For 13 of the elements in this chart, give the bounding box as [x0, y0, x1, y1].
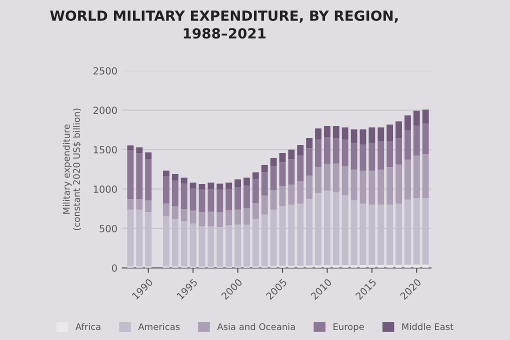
legend-label: Africa	[75, 323, 100, 330]
legend-label: Americas	[138, 323, 180, 330]
y-tick-label: 2500	[94, 67, 117, 75]
y-axis-title: Military expenditure (constant 2020 US$ billion)	[62, 108, 82, 230]
y-tick-label: 500	[100, 224, 117, 232]
y-tick-label: 0	[112, 264, 117, 272]
y-tick-label: 2000	[94, 106, 117, 114]
legend-label: Asia and Oceania	[217, 323, 295, 330]
chart-title: WORLD MILITARY EXPENDITURE, BY REGION, 1988–2021	[50, 10, 398, 39]
y-tick-label: 1500	[94, 146, 117, 154]
y-tick-label: 1000	[94, 186, 117, 193]
legend-label: Middle East	[402, 323, 454, 330]
legend-label: Europe	[334, 323, 364, 332]
